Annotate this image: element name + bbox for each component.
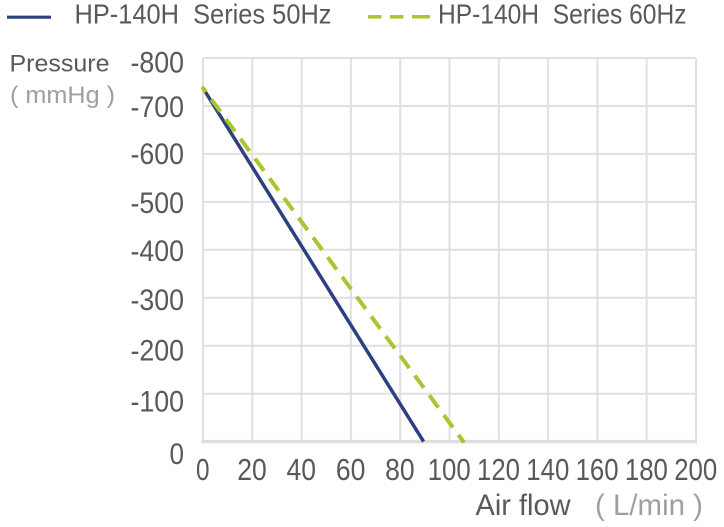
svg-text:HP-140H Series 60Hz: HP-140H Series 60Hz: [438, 0, 687, 30]
svg-text:Air flow: Air flow: [476, 489, 571, 522]
svg-text:120: 120: [477, 453, 520, 487]
svg-text:-800: -800: [131, 47, 185, 80]
svg-text:80: 80: [385, 453, 415, 487]
svg-text:40: 40: [287, 453, 317, 487]
svg-text:0: 0: [170, 438, 185, 471]
svg-text:Pressure: Pressure: [10, 50, 110, 77]
svg-text:( mmHg ): ( mmHg ): [10, 82, 115, 109]
svg-text:( L/min ): ( L/min ): [595, 489, 703, 522]
svg-text:-400: -400: [131, 235, 185, 268]
svg-text:140: 140: [526, 453, 569, 487]
svg-text:20: 20: [237, 453, 267, 487]
svg-text:0: 0: [196, 453, 210, 487]
svg-text:-100: -100: [131, 385, 185, 418]
svg-text:HP-140H Series 50Hz: HP-140H Series 50Hz: [75, 0, 332, 30]
svg-text:-700: -700: [131, 91, 185, 124]
svg-text:200: 200: [674, 453, 717, 487]
svg-text:-500: -500: [131, 187, 185, 220]
svg-text:-300: -300: [131, 284, 185, 317]
svg-text:-200: -200: [131, 335, 185, 368]
svg-text:-600: -600: [131, 138, 185, 171]
svg-text:160: 160: [576, 453, 619, 487]
svg-text:60: 60: [336, 453, 366, 487]
svg-text:100: 100: [428, 453, 471, 487]
svg-text:180: 180: [625, 453, 668, 487]
